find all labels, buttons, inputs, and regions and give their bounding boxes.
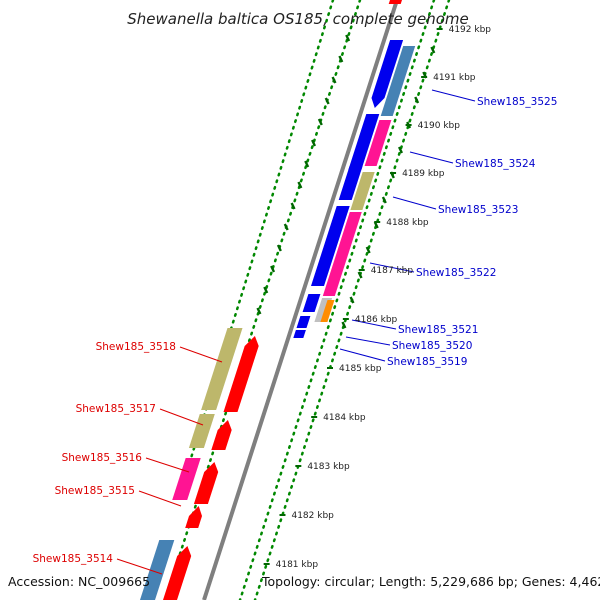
guide-dash-right bbox=[381, 196, 387, 204]
gene-label: Shew185_3514 bbox=[33, 553, 114, 565]
guide-dash-left bbox=[311, 139, 317, 147]
guide-dash-right bbox=[357, 271, 363, 279]
gene-feature-khaki bbox=[201, 328, 243, 410]
cds-feature-reverse bbox=[223, 336, 259, 412]
gene-label: Shew185_3516 bbox=[62, 452, 143, 464]
tick-label: 4190 kbp bbox=[418, 121, 461, 131]
cds-feature-forward bbox=[348, 114, 380, 170]
map-title: Shewanella baltica OS185, complete genom… bbox=[127, 10, 468, 28]
tick-label: 4181 kbp bbox=[276, 560, 319, 570]
guide-dash-left bbox=[297, 181, 303, 189]
cds-feature-reverse bbox=[185, 506, 202, 528]
guide-dash-left bbox=[283, 223, 289, 231]
gene-label: Shew185_3520 bbox=[392, 340, 472, 352]
tick-labels: 4192 kbp 4191 kbp 4190 kbp 4189 kbp 4188 kbp… bbox=[263, 25, 492, 570]
genome-info: Topology: circular; Length: 5,229,686 bp… bbox=[262, 574, 600, 589]
backbone-line bbox=[202, 0, 399, 600]
gene-label: Shew185_3521 bbox=[398, 324, 478, 336]
cds-feature-forward bbox=[302, 294, 321, 312]
leader-line bbox=[392, 196, 437, 210]
leader-line bbox=[369, 262, 415, 273]
gene-feature-steelblue bbox=[380, 46, 416, 116]
cds-feature-forward bbox=[293, 330, 306, 338]
leader-line bbox=[116, 558, 163, 575]
label-leader-lines bbox=[116, 89, 476, 575]
gene-label: Shew185_3517 bbox=[76, 403, 156, 415]
guide-dash-right bbox=[414, 96, 420, 104]
cds-feature-forward bbox=[338, 166, 363, 200]
gene-label: Shew185_3522 bbox=[416, 267, 496, 279]
guide-dash-left bbox=[290, 202, 296, 210]
cds-feature-forward bbox=[296, 316, 311, 328]
leader-line bbox=[351, 319, 397, 330]
guide-dash-left bbox=[317, 118, 323, 126]
gene-feature-pink bbox=[322, 212, 362, 296]
cds-feature-reverse bbox=[388, 0, 402, 4]
gene-feature-khaki bbox=[350, 172, 375, 210]
gene-label: Shew185_3515 bbox=[55, 485, 135, 497]
guide-dash-left bbox=[338, 55, 344, 63]
guide-dash-left bbox=[276, 244, 282, 252]
guide-dash-left bbox=[304, 160, 310, 168]
guide-dash-left bbox=[263, 286, 269, 294]
tick-label: 4183 kbp bbox=[307, 462, 350, 472]
cds-feature-reverse bbox=[211, 420, 232, 450]
tick-label: 4184 kbp bbox=[323, 413, 366, 423]
guide-dash-left bbox=[331, 76, 337, 84]
gene-label: Shew185_3523 bbox=[438, 204, 518, 216]
gene-feature-steelblue bbox=[140, 540, 175, 600]
gene-label: Shew185_3525 bbox=[477, 96, 557, 108]
guide-dash-left bbox=[345, 34, 351, 42]
cds-feature-forward bbox=[311, 206, 350, 286]
gene-feature-pink bbox=[364, 120, 392, 166]
tick-label: 4186 kbp bbox=[355, 315, 398, 325]
tick-label: 4185 kbp bbox=[339, 364, 382, 374]
tick-label: 4191 kbp bbox=[433, 73, 476, 83]
gene-labels: Shew185_3525 Shew185_3524 Shew185_3523 Shew… bbox=[33, 96, 558, 565]
gene-feature-orange bbox=[320, 300, 335, 322]
tick-label: 4182 kbp bbox=[291, 511, 334, 521]
gene-features bbox=[140, 0, 416, 600]
guide-dash-left bbox=[256, 307, 262, 315]
leader-line bbox=[409, 151, 454, 164]
tick-label: 4192 kbp bbox=[449, 25, 492, 35]
cds-feature-forward bbox=[371, 40, 404, 108]
gene-feature-pink bbox=[172, 458, 201, 500]
gene-label: Shew185_3519 bbox=[387, 356, 467, 368]
leader-line bbox=[431, 89, 476, 102]
leader-line bbox=[145, 457, 190, 473]
cds-feature-reverse bbox=[163, 546, 192, 600]
genome-backbone bbox=[202, 0, 399, 600]
guide-dash-left bbox=[270, 265, 276, 273]
leader-line bbox=[138, 490, 182, 507]
tick-label: 4187 kbp bbox=[371, 266, 414, 276]
guide-dotted-line bbox=[238, 0, 436, 600]
guide-dash-right bbox=[349, 296, 355, 304]
gene-label: Shew185_3524 bbox=[455, 158, 536, 170]
gene-label: Shew185_3518 bbox=[96, 341, 176, 353]
guide-dash-right bbox=[430, 46, 436, 54]
leader-line bbox=[345, 336, 391, 346]
guide-dash-right bbox=[365, 246, 371, 254]
leader-line bbox=[159, 408, 204, 426]
guide-dash-right bbox=[341, 321, 347, 329]
tick-label: 4188 kbp bbox=[386, 218, 429, 228]
guide-dash-right bbox=[398, 146, 403, 154]
cds-feature-reverse bbox=[193, 462, 219, 504]
gene-feature-khaki bbox=[188, 414, 215, 448]
accession-label: Accession: NC_009665 bbox=[8, 574, 151, 589]
leader-line bbox=[339, 348, 386, 362]
leader-line bbox=[179, 346, 223, 363]
guide-dash-left bbox=[324, 97, 330, 105]
tick-label: 4189 kbp bbox=[402, 169, 445, 179]
